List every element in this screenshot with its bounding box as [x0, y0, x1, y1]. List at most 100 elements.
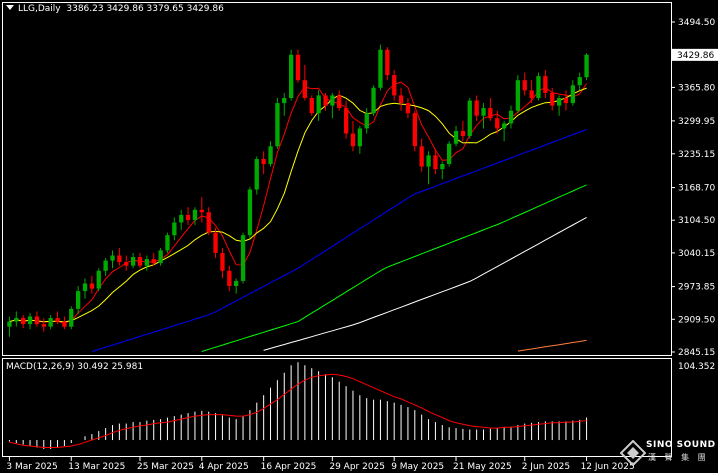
candle-body — [151, 259, 156, 264]
price-tick-label: 3494.50 — [678, 18, 715, 28]
price-tick-label: 2845.15 — [678, 348, 715, 358]
symbol-label: LLG,Daily — [18, 4, 61, 14]
candle-body — [82, 283, 88, 292]
candle-body — [185, 214, 191, 220]
candle-body — [261, 159, 266, 165]
candle-body — [55, 318, 60, 322]
price-tick-label: 3299.95 — [678, 117, 715, 127]
candle-body — [110, 255, 115, 261]
candle-body — [577, 77, 582, 86]
candle-body — [563, 98, 569, 104]
date-axis: 3 Mar 2025 13 Mar 2025 25 Mar 2025 4 Apr 20… — [6, 457, 635, 472]
candle-body — [240, 235, 246, 281]
date-tick-label: 2 Jun 2025 — [522, 462, 570, 472]
candle-body — [323, 95, 328, 106]
logo-brand: SINO SOUND — [646, 440, 716, 450]
candle-body — [227, 270, 232, 286]
date-tick-label: 4 Apr 2025 — [199, 462, 249, 472]
price-axis: 3494.50 3365.80 3299.95 3235.15 3168.70 3104.… — [671, 18, 715, 358]
candle-body — [247, 189, 253, 236]
candle-body — [426, 155, 431, 167]
candle-body — [199, 209, 204, 213]
candle-body — [536, 76, 541, 98]
candle-body — [220, 253, 225, 271]
candle-body — [117, 255, 122, 263]
sino-sound-logo: SINO SOUND 漢 聲 集 團 — [618, 438, 718, 468]
candle-body — [488, 108, 493, 119]
date-tick-label: 3 Mar 2025 — [6, 462, 57, 472]
candle-body — [27, 316, 33, 325]
candle-body — [131, 257, 136, 266]
current-price-box — [672, 48, 718, 61]
candle-body — [405, 103, 411, 114]
candle-body — [529, 90, 534, 98]
dropdown-triangle-icon[interactable] — [6, 5, 14, 10]
ma-green-line — [201, 184, 587, 352]
candle-body — [330, 95, 335, 106]
price-tick-label: 3365.80 — [678, 83, 715, 93]
logo-cn: 漢 聲 集 團 — [648, 453, 709, 462]
current-price-text: 3429.86 — [677, 51, 714, 61]
candle-body — [213, 232, 218, 253]
candle-body — [371, 87, 376, 114]
candle-body — [179, 214, 184, 223]
ma-white-line — [263, 216, 587, 351]
macd-pane-frame — [2, 358, 672, 457]
macd-top-value: 104.352 — [678, 362, 715, 372]
candle-body — [515, 80, 520, 111]
ma-blue-line — [91, 129, 587, 353]
candle-body — [165, 235, 170, 251]
date-tick-label: 13 Mar 2025 — [68, 462, 125, 472]
candle-body — [557, 98, 562, 106]
candle-body — [495, 118, 500, 129]
candle-body — [419, 146, 424, 167]
candles — [7, 44, 589, 337]
candle-body — [14, 318, 19, 322]
candle-body — [289, 54, 294, 98]
candle-body — [309, 98, 314, 114]
candle-body — [344, 108, 349, 134]
date-tick-label: 25 Mar 2025 — [137, 462, 194, 472]
candle-body — [385, 49, 390, 76]
candle-body — [350, 133, 356, 147]
candle-body — [502, 123, 507, 129]
macd-histogram — [8, 362, 588, 450]
candle-body — [522, 80, 527, 91]
macd-signal-line — [9, 373, 587, 448]
moving-averages — [9, 81, 588, 353]
candle-body — [460, 131, 466, 137]
candle-body — [337, 95, 342, 109]
candle-body — [48, 318, 53, 327]
candle-body — [137, 257, 143, 266]
price-tick-label: 3104.50 — [678, 216, 715, 226]
candle-body — [316, 95, 321, 114]
candle-body — [357, 128, 362, 147]
date-tick-label: 16 Apr 2025 — [261, 462, 317, 472]
candle-body — [144, 259, 149, 266]
candle-body — [433, 155, 438, 170]
diamond-logo-icon — [620, 440, 646, 466]
candle-body — [570, 85, 575, 104]
candle-body — [7, 321, 12, 327]
candle-body — [282, 98, 287, 104]
chart-header: LLG,Daily 3386.23 3429.86 3379.65 3429.8… — [6, 4, 224, 14]
candle-body — [467, 100, 472, 137]
price-tick-label: 3168.70 — [678, 184, 715, 194]
candle-body — [62, 321, 67, 327]
candle-body — [21, 318, 26, 325]
current-price-label: 3429.86 — [672, 48, 718, 61]
candle-body — [89, 283, 95, 289]
candle-body — [364, 113, 369, 129]
candle-body — [508, 110, 514, 124]
candle-body — [234, 280, 239, 286]
date-tick-label: 21 May 2025 — [453, 462, 512, 472]
candle-body — [398, 95, 404, 103]
candle-body — [96, 270, 101, 289]
price-tick-label: 3040.15 — [678, 249, 715, 259]
date-tick-label: 12 Jun 2025 — [581, 462, 635, 472]
candle-body — [584, 54, 589, 78]
candle-body — [550, 92, 555, 106]
candle-body — [206, 212, 211, 233]
candle-body — [76, 291, 81, 309]
